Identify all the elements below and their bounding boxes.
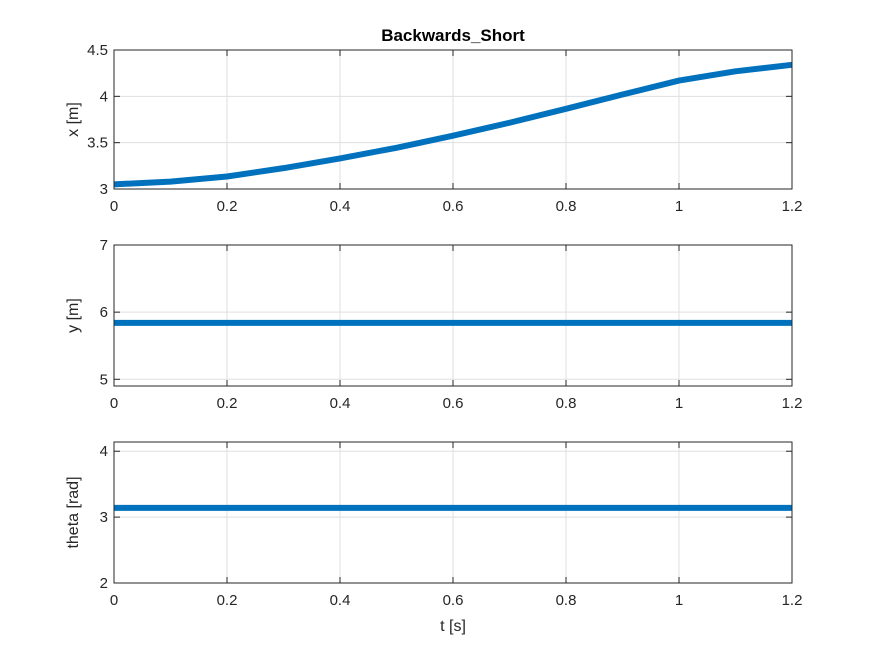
x-tick-label: 1 (675, 198, 683, 215)
x-tick-label: 0.6 (443, 198, 464, 215)
y-axis-label: theta [rad] (65, 476, 82, 548)
x-tick-label: 1.2 (782, 592, 803, 609)
x-tick-label: 0.4 (330, 395, 351, 412)
axes-box (113, 49, 793, 190)
y-tick-label: 3 (100, 509, 108, 526)
x-tick-label: 0 (110, 395, 118, 412)
chart-title: Backwards_Short (381, 26, 525, 45)
y-tick-label: 2 (100, 575, 108, 592)
y-axis-label: x [m] (65, 102, 82, 137)
x-tick-label: 0 (110, 198, 118, 215)
x-tick-label: 0.8 (556, 395, 577, 412)
y-tick-label: 3 (100, 181, 108, 198)
x-tick-label: 1 (675, 395, 683, 412)
subplots: 0 0.2 0.4 0.6 0.8 1 1.2 3 3.5 4 4.5 x [m] Backwards_… (65, 26, 802, 635)
y-tick-label: 4 (100, 88, 108, 105)
x-tick-label: 0.2 (217, 395, 238, 412)
axes-box (113, 441, 793, 584)
x-tick-label: 0.2 (217, 198, 238, 215)
y-tick-label: 4 (100, 443, 108, 460)
y-tick-label: 3.5 (87, 135, 108, 152)
x-tick-label: 0.8 (556, 198, 577, 215)
series-line (113, 61, 793, 188)
x-tick-label: 0 (110, 592, 118, 609)
x-tick-label: 1 (675, 592, 683, 609)
x-tick-label: 1.2 (782, 395, 803, 412)
x-tick-label: 0.4 (330, 198, 351, 215)
y-axis-label: y [m] (65, 298, 82, 333)
x-subplot: 0 0.2 0.4 0.6 0.8 1 1.2 3 3.5 4 4.5 x [m] Backwards_… (65, 26, 802, 215)
x-tick-label: 1.2 (782, 198, 803, 215)
x-tick-label: 0.6 (443, 395, 464, 412)
axes-box (113, 244, 793, 387)
y-tick-label: 7 (100, 237, 108, 254)
x-tick-label: 0.8 (556, 592, 577, 609)
x-axis-label: t [s] (440, 618, 466, 635)
x-tick-label: 0.4 (330, 592, 351, 609)
y-tick-label: 6 (100, 304, 108, 321)
y-tick-label: 4.5 (87, 42, 108, 59)
y-tick-label: 5 (100, 371, 108, 388)
x-tick-label: 0.6 (443, 592, 464, 609)
x-tick-label: 0.2 (217, 592, 238, 609)
theta-subplot: 0 0.2 0.4 0.6 0.8 1 1.2 2 3 4 theta [rad] t [s] (65, 441, 803, 635)
y-subplot: 0 0.2 0.4 0.6 0.8 1 1.2 5 6 7 y [m] (65, 237, 802, 412)
